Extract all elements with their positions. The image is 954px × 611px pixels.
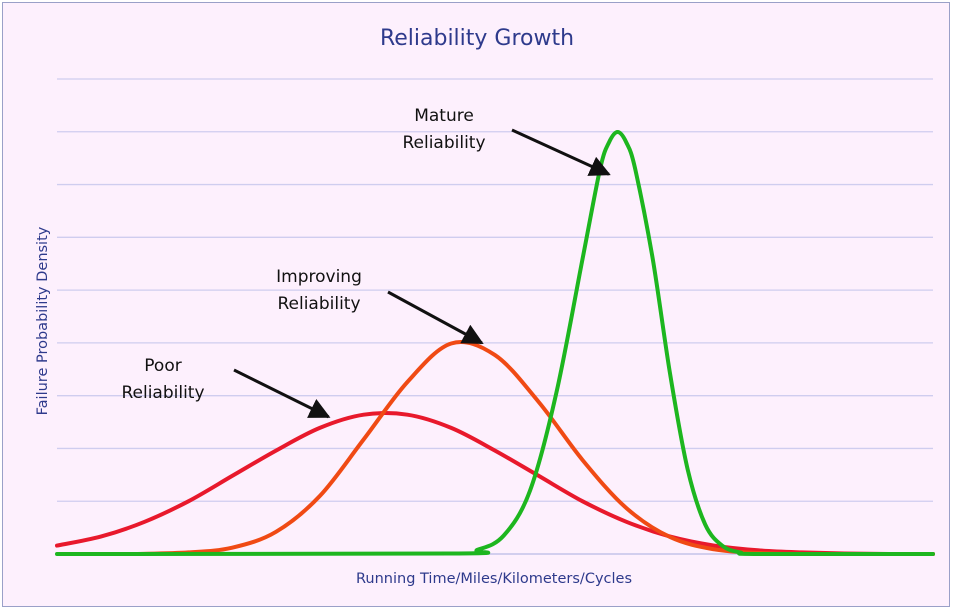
x-axis-label: Running Time/Miles/Kilometers/Cycles [356,571,632,587]
annotation-mature-line-1: Mature [414,106,474,126]
chart-title: Reliability Growth [380,26,574,51]
annotation-poor-line-2: Reliability [121,383,204,403]
annotation-arrow-mature [511,128,611,176]
series-line-mature [55,130,935,557]
annotation-improving-line-2: Reliability [277,294,360,314]
annotation-poor-line-1: Poor [144,356,181,376]
annotation-improving-line-1: Improving [276,267,362,287]
series-layer [55,130,935,557]
grid-layer [57,78,933,555]
annotation-layer: Mature Reliability Improving Reliability Poo… [121,106,611,419]
chart-svg: Mature Reliability Improving Reliability Poo… [35,26,935,587]
annotation-arrow-poor [233,368,331,419]
y-axis-label: Failure Probability Density [35,226,51,415]
annotation-mature-line-2: Reliability [402,133,485,153]
annotation-arrow-improving [387,290,484,345]
series-line-poor [55,411,935,556]
